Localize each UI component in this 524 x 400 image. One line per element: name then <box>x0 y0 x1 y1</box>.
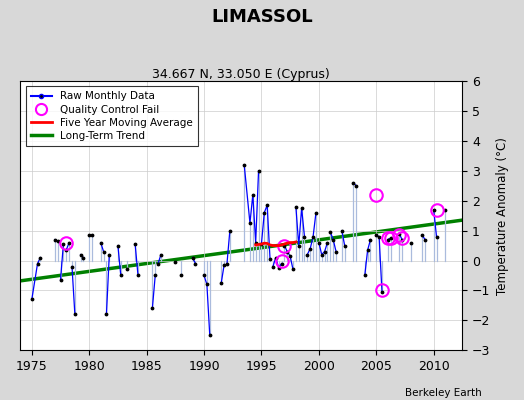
Text: Berkeley Earth: Berkeley Earth <box>406 388 482 398</box>
Title: 34.667 N, 33.050 E (Cyprus): 34.667 N, 33.050 E (Cyprus) <box>152 68 330 81</box>
Y-axis label: Temperature Anomaly (°C): Temperature Anomaly (°C) <box>496 137 509 294</box>
Text: LIMASSOL: LIMASSOL <box>211 8 313 26</box>
Legend: Raw Monthly Data, Quality Control Fail, Five Year Moving Average, Long-Term Tren: Raw Monthly Data, Quality Control Fail, … <box>26 86 198 146</box>
